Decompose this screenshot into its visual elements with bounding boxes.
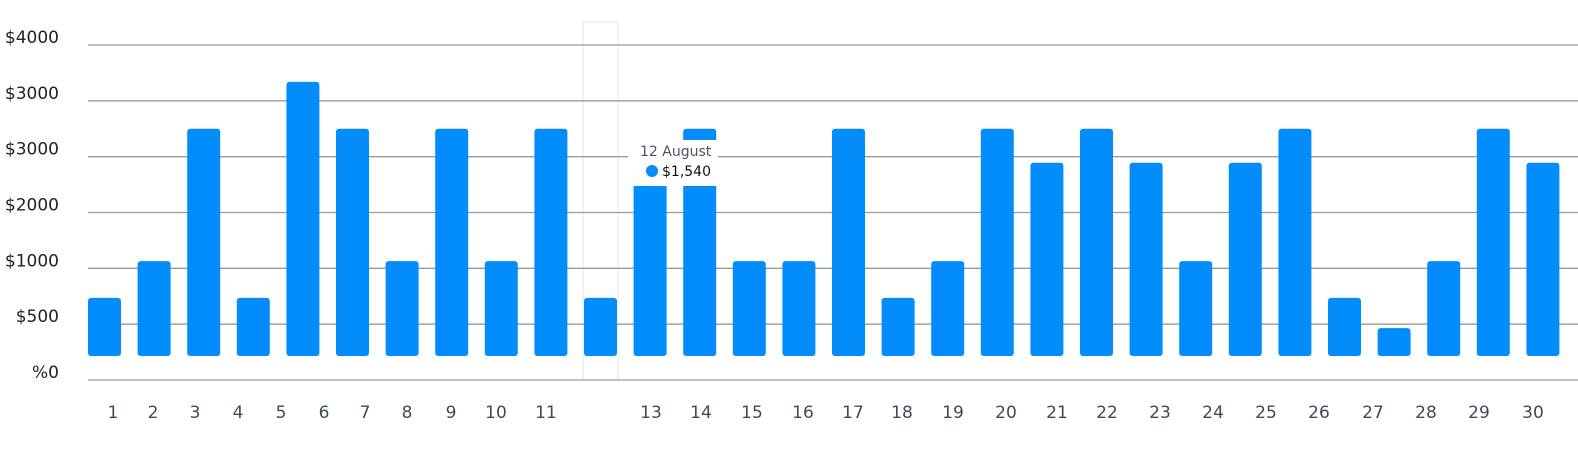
bar (484, 261, 518, 356)
bar (336, 128, 369, 356)
x-tick-label: 21 (1046, 403, 1068, 423)
bar (1526, 162, 1560, 356)
x-tick-label: 27 (1362, 403, 1384, 423)
y-tick-label: $2000 (5, 196, 59, 216)
tooltip-title: 12 August (640, 144, 712, 160)
x-tick-label: 18 (891, 403, 913, 423)
bar (137, 261, 171, 356)
bar (881, 297, 915, 356)
bar (435, 128, 469, 356)
y-tick-label: $1000 (5, 251, 59, 271)
x-tick-label: 4 (233, 403, 244, 423)
bar (1278, 128, 1312, 356)
x-tick-label: 9 (446, 403, 457, 423)
bar (782, 261, 816, 356)
tooltip-dot (646, 165, 658, 177)
x-tick-label: 20 (995, 403, 1017, 423)
bar (1179, 261, 1213, 356)
x-tick-label: 25 (1255, 403, 1277, 423)
bar (584, 297, 617, 356)
bar (88, 297, 121, 356)
x-tick-label: 30 (1522, 403, 1544, 423)
bar (732, 261, 766, 356)
bar (1377, 328, 1411, 356)
x-tick-label: 15 (741, 403, 763, 423)
bar (187, 128, 221, 356)
bar (236, 297, 270, 356)
bar (931, 261, 965, 356)
y-tick-label: $3000 (5, 140, 59, 160)
x-tick-label: 7 (360, 403, 371, 423)
x-tick-label: 1 (108, 403, 119, 423)
bar (1080, 128, 1113, 356)
y-tick-label: $3000 (5, 84, 59, 104)
x-tick-label: 19 (942, 403, 964, 423)
x-tick-label: 16 (792, 403, 814, 423)
x-tick-label: 13 (640, 403, 662, 423)
bar (1030, 162, 1064, 356)
x-tick-label: 17 (842, 403, 864, 423)
x-tick-label: 28 (1415, 403, 1437, 423)
y-tick-label: %0 (32, 363, 59, 383)
tooltip-value: $1,540 (662, 164, 711, 180)
bar (1228, 162, 1262, 356)
x-tick-label: 26 (1308, 403, 1330, 423)
tooltip: 12 August $1,540 (628, 140, 718, 186)
bar (832, 128, 865, 356)
x-tick-label: 29 (1468, 403, 1490, 423)
x-tick-label: 23 (1149, 403, 1171, 423)
x-tick-label: 8 (402, 403, 413, 423)
y-tick-label: $500 (16, 307, 59, 327)
x-tick-label: 3 (190, 403, 201, 423)
bar (1476, 128, 1510, 356)
bar (385, 261, 419, 356)
y-tick-label: $4000 (5, 28, 59, 48)
bar (286, 81, 320, 356)
x-tick-label: 6 (319, 403, 330, 423)
x-tick-label: 10 (485, 403, 507, 423)
bar (1129, 162, 1163, 356)
x-tick-label: 14 (690, 403, 712, 423)
bar (980, 128, 1014, 356)
x-tick-label: 24 (1202, 403, 1224, 423)
x-tick-label: 11 (535, 403, 557, 423)
bar (534, 128, 568, 356)
x-tick-label: 2 (148, 403, 159, 423)
x-tick-label: 5 (276, 403, 287, 423)
x-tick-label: 22 (1096, 403, 1118, 423)
bar (1427, 261, 1461, 356)
bar (633, 162, 667, 356)
bar (1328, 297, 1361, 356)
